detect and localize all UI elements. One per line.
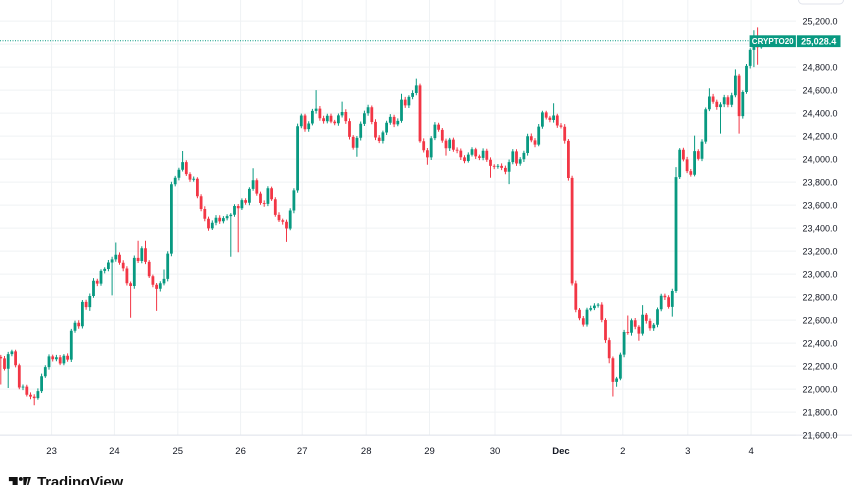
svg-text:23,400.0: 23,400.0 [803,223,838,233]
svg-text:Dec: Dec [552,446,569,457]
svg-text:CRYPTO20: CRYPTO20 [752,37,794,46]
svg-text:21,800.0: 21,800.0 [803,407,838,417]
svg-text:24,200.0: 24,200.0 [803,131,838,141]
svg-text:TradingView: TradingView [37,474,123,485]
svg-text:25,028.4: 25,028.4 [801,36,836,46]
svg-text:22,200.0: 22,200.0 [803,361,838,371]
svg-text:23,800.0: 23,800.0 [803,177,838,187]
svg-text:4: 4 [748,446,753,457]
svg-text:26: 26 [235,446,246,457]
svg-text:23,600.0: 23,600.0 [803,200,838,210]
svg-text:24: 24 [109,446,120,457]
svg-text:22,000.0: 22,000.0 [803,384,838,394]
svg-text:3: 3 [685,446,690,457]
svg-text:23,200.0: 23,200.0 [803,246,838,256]
svg-text:23,000.0: 23,000.0 [803,269,838,279]
svg-text:21,600.0: 21,600.0 [803,430,838,440]
svg-text:25,200.0: 25,200.0 [803,16,838,26]
svg-text:24,000.0: 24,000.0 [803,154,838,164]
svg-text:25: 25 [173,446,184,457]
svg-text:24,800.0: 24,800.0 [803,62,838,72]
svg-text:22,800.0: 22,800.0 [803,292,838,302]
svg-text:23: 23 [46,446,57,457]
svg-text:22,600.0: 22,600.0 [803,315,838,325]
svg-text:30: 30 [490,446,501,457]
svg-text:22,400.0: 22,400.0 [803,338,838,348]
svg-text:29: 29 [424,446,435,457]
svg-text:28: 28 [361,446,372,457]
svg-text:27: 27 [297,446,308,457]
svg-text:24,600.0: 24,600.0 [803,85,838,95]
svg-text:24,400.0: 24,400.0 [803,108,838,118]
svg-text:2: 2 [620,446,625,457]
